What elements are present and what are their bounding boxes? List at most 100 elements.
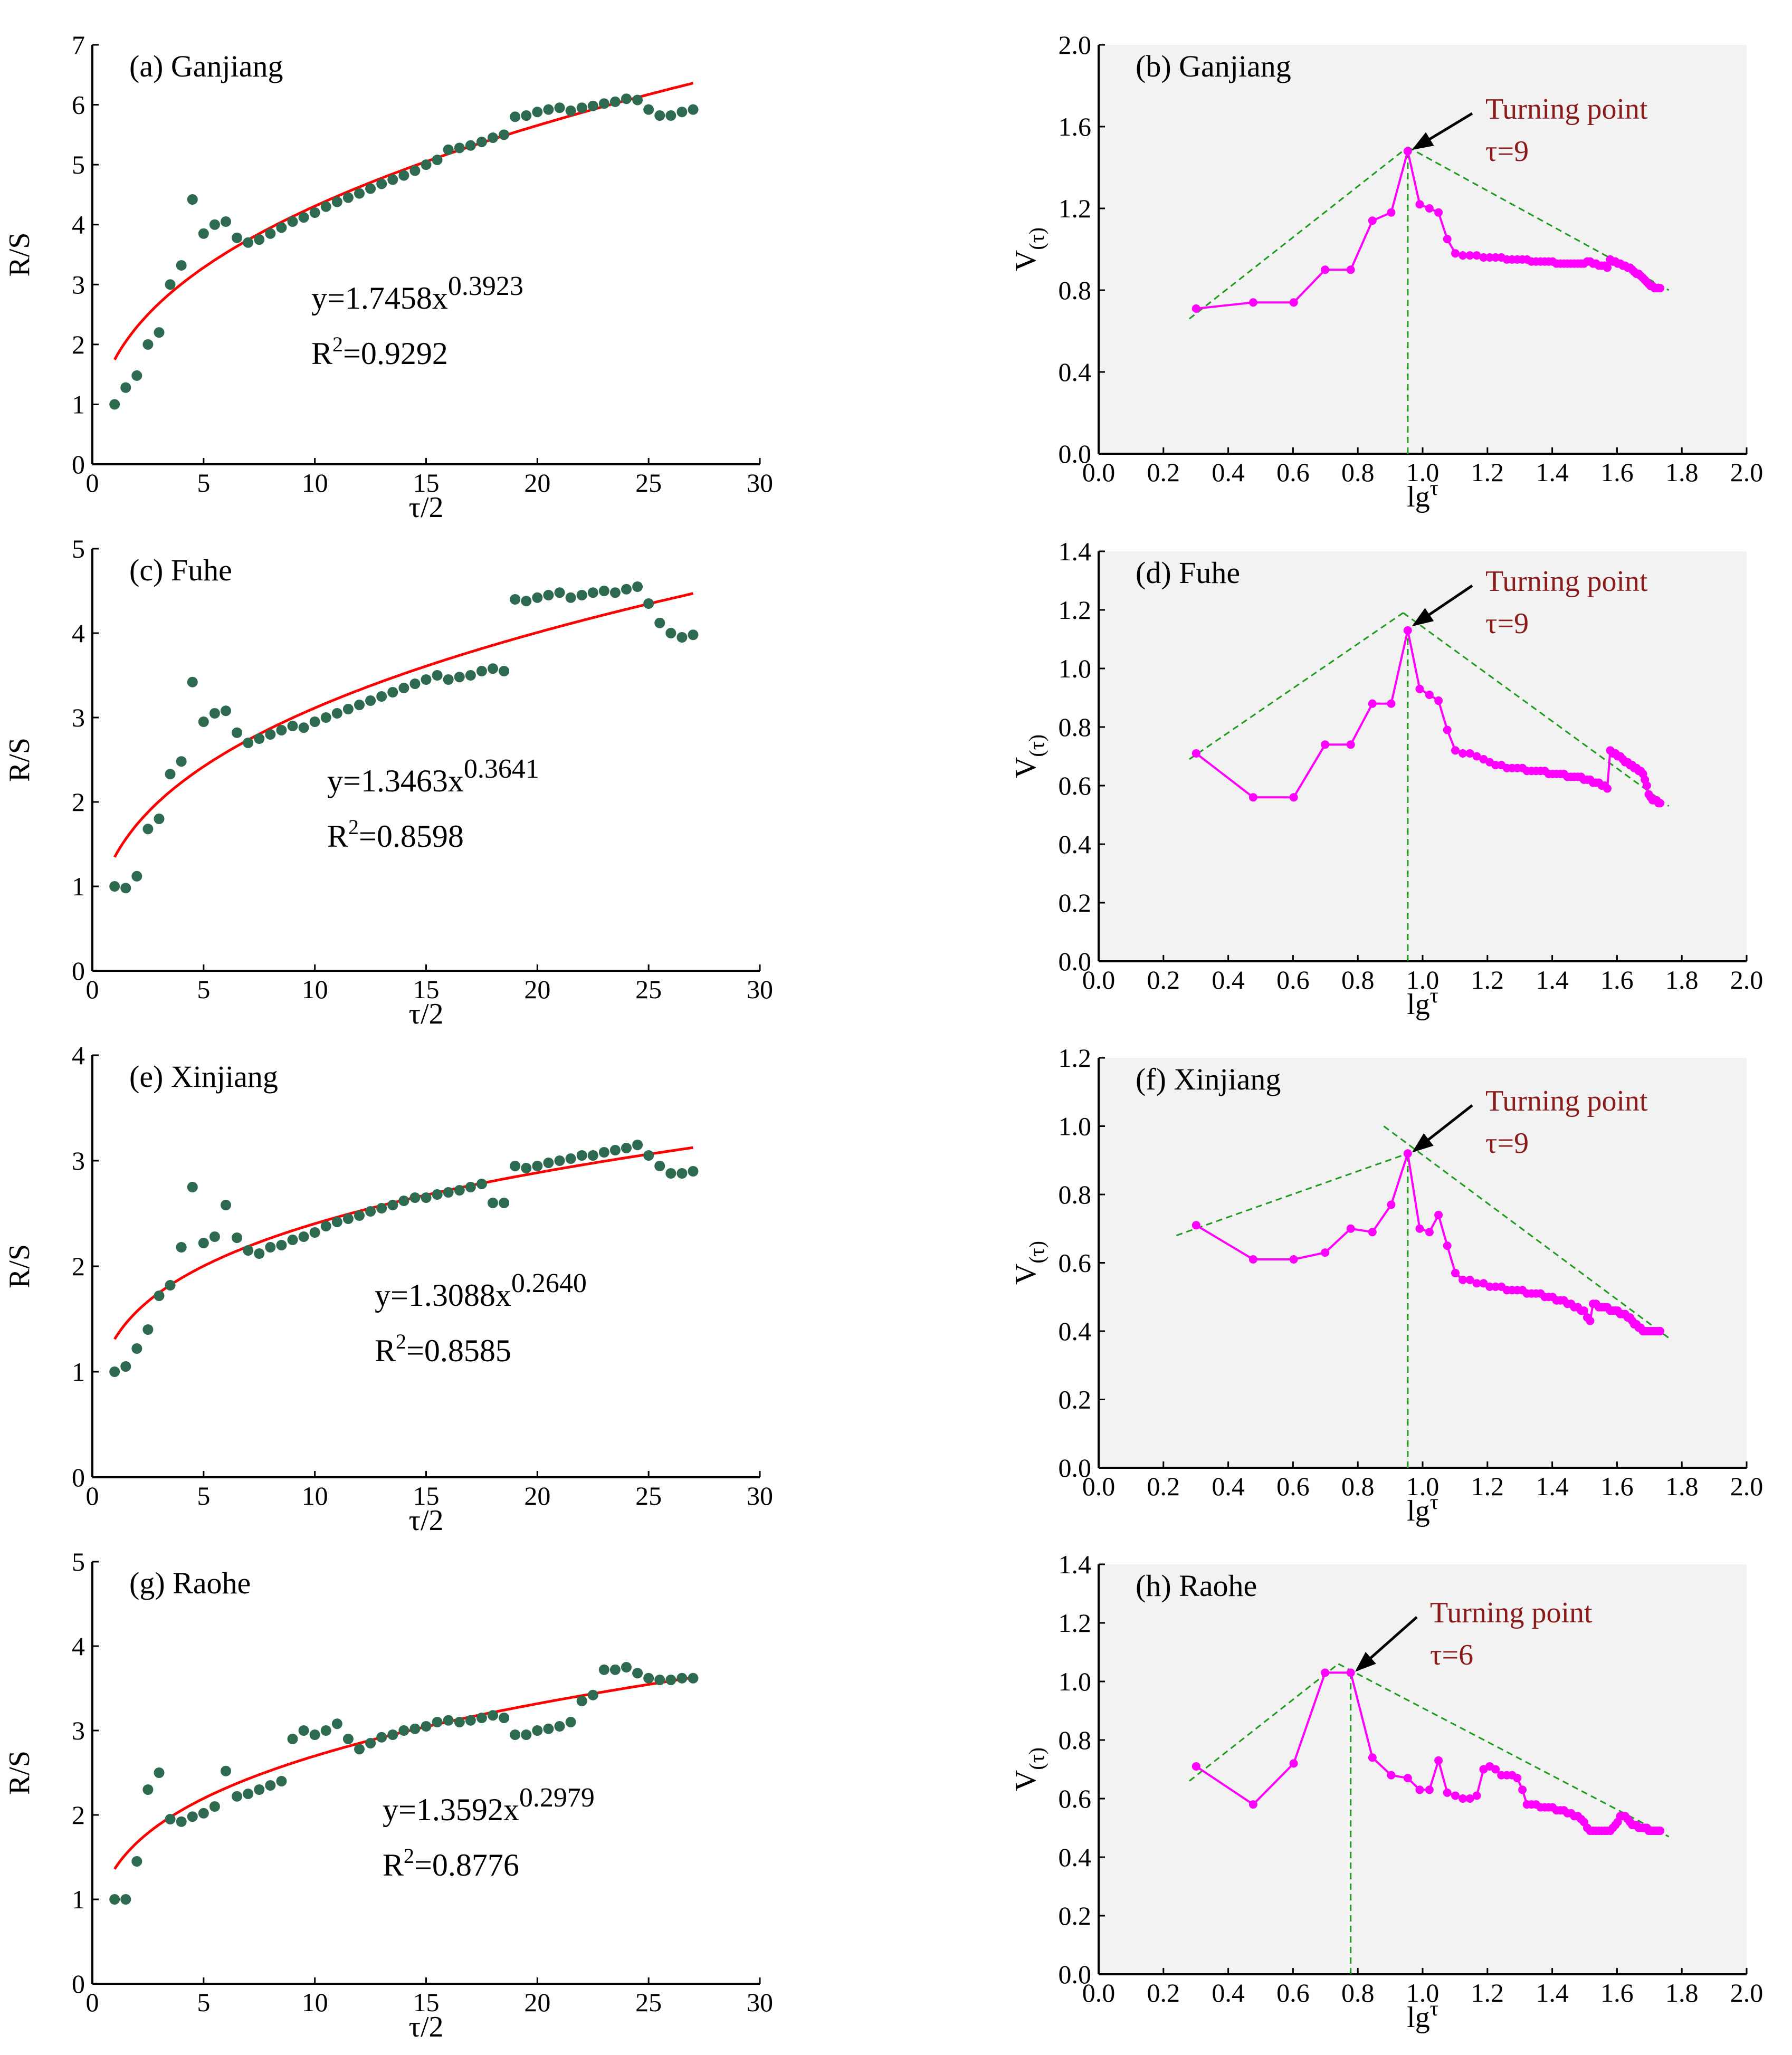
data-point	[342, 1734, 354, 1744]
x-tick-label: 5	[197, 1481, 210, 1511]
v-data-point	[1403, 626, 1412, 635]
data-point	[421, 674, 432, 685]
v-data-point	[1465, 1794, 1474, 1803]
y-axis-label: R/S	[3, 1244, 36, 1288]
data-point	[609, 587, 621, 598]
data-point	[131, 871, 142, 882]
y-tick-label: 0	[72, 1463, 85, 1492]
data-point	[309, 207, 320, 218]
data-point	[565, 105, 576, 116]
data-point	[576, 590, 587, 600]
x-tick-label: 1.0	[1406, 1978, 1440, 2008]
v-data-point	[1491, 1282, 1500, 1291]
x-tick-label: 1.2	[1471, 1471, 1504, 1501]
v-data-point	[1248, 793, 1257, 802]
r-squared: R2=0.8598	[327, 815, 464, 854]
data-point	[120, 883, 131, 894]
data-point	[176, 1816, 187, 1827]
turning-point-tau: τ=9	[1485, 135, 1529, 168]
data-point	[532, 1161, 543, 1171]
x-tick-label: 0	[86, 1481, 99, 1511]
data-point	[465, 140, 476, 151]
y-tick-label: 0.8	[1059, 1725, 1092, 1755]
y-tick-label: 2.0	[1059, 30, 1092, 60]
x-tick-label: 15	[413, 1481, 440, 1511]
data-point	[598, 98, 609, 109]
panel-title: (a) Ganjiang	[129, 49, 283, 83]
data-point	[198, 1808, 209, 1819]
v-data-point	[1415, 1224, 1424, 1233]
data-point	[265, 228, 276, 239]
y-tick-label: 0.2	[1059, 1385, 1092, 1414]
data-point	[198, 1238, 209, 1248]
x-tick-label: 10	[302, 468, 328, 498]
y-tick-label: 2	[72, 787, 85, 817]
data-point	[165, 1814, 176, 1824]
data-point	[432, 155, 443, 166]
data-point	[598, 1147, 609, 1158]
data-point	[354, 700, 365, 710]
x-tick-label: 0.6	[1276, 1471, 1310, 1501]
y-tick-label: 0.4	[1059, 1316, 1092, 1346]
data-point	[543, 1723, 554, 1734]
v-data-point	[1387, 1200, 1396, 1209]
data-point	[643, 598, 654, 609]
x-tick-label: 0.0	[1082, 1978, 1116, 2008]
data-point	[254, 1784, 265, 1795]
data-point	[409, 1192, 421, 1203]
data-point	[532, 1725, 543, 1736]
panel-c: 0 5 10 15 20 25 30 0 1 2 3 4 5 (c) Fuhe τ/2 R/S y=1.3463…	[3, 534, 773, 1030]
v-data-point	[1459, 251, 1467, 260]
data-point	[187, 1811, 198, 1822]
v-data-point	[1321, 1248, 1330, 1257]
turning-point-label: Turning point	[1430, 1597, 1593, 1629]
data-point	[521, 596, 532, 607]
data-point	[488, 1198, 498, 1208]
data-point	[387, 1200, 398, 1210]
data-point	[331, 708, 342, 719]
x-tick-label: 1.8	[1665, 457, 1699, 487]
data-point	[176, 260, 187, 271]
fit-equation: y=1.7458x0.3923	[311, 271, 523, 316]
v-data-point	[1387, 208, 1396, 217]
v-data-point	[1321, 1668, 1330, 1677]
x-tick-label: 1.6	[1600, 1471, 1634, 1501]
data-point	[276, 725, 287, 735]
v-data-point	[1451, 746, 1460, 755]
v-data-point	[1491, 761, 1500, 770]
data-point	[543, 104, 554, 115]
data-point	[621, 93, 632, 104]
v-data-point	[1472, 1791, 1481, 1800]
data-point	[676, 107, 688, 118]
data-point	[465, 670, 476, 681]
data-point	[409, 678, 421, 689]
y-tick-label: 3	[72, 703, 85, 732]
data-point	[443, 1715, 454, 1726]
v-data-point	[1443, 1241, 1452, 1250]
x-tick-label: 10	[302, 1481, 328, 1511]
v-data-point	[1459, 1275, 1467, 1284]
data-point	[665, 110, 676, 121]
x-tick-label: 0.8	[1341, 965, 1375, 995]
data-point	[142, 339, 154, 350]
data-point	[287, 721, 298, 731]
turning-point-label: Turning point	[1485, 1085, 1648, 1117]
data-point	[109, 881, 120, 892]
v-data-point	[1248, 1800, 1257, 1809]
v-data-point	[1465, 1275, 1474, 1284]
v-data-point	[1403, 147, 1412, 156]
v-data-point	[1387, 1771, 1396, 1780]
data-point	[376, 1732, 387, 1743]
data-point	[131, 1856, 142, 1867]
data-point	[488, 663, 498, 674]
v-data-point	[1603, 784, 1612, 793]
x-tick-label: 2.0	[1730, 457, 1764, 487]
data-point	[398, 683, 409, 693]
y-tick-label: 0.0	[1059, 1453, 1092, 1483]
y-tick-label: 1.2	[1059, 595, 1092, 625]
data-point	[499, 666, 510, 676]
x-axis-label: lgτ	[1407, 983, 1438, 1021]
r-squared: R2=0.8585	[375, 1330, 511, 1368]
data-point	[287, 1235, 298, 1245]
y-tick-label: 4	[72, 1631, 85, 1661]
